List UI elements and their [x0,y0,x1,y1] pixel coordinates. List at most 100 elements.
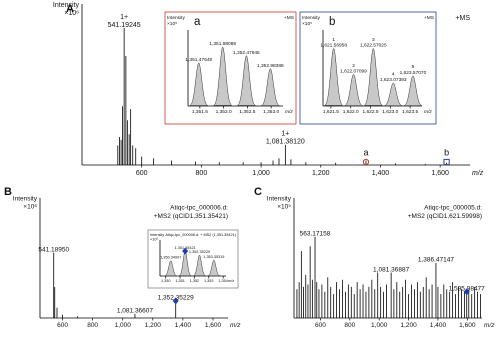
peak-label: 1,352.98388 [257,63,284,69]
x-tick-label: 1,622.5 [363,109,379,115]
x-tick-label: 1,400 [372,170,390,177]
peak-label: 1,081.38120 [266,139,305,146]
x-tick-label: 1,600 [431,170,449,177]
peak-label: 1,081.36887 [373,266,410,273]
profile-peak [260,68,281,106]
corner-text: Atiqc-tpc_000006.d: + MS2 (1,351.35421) [165,233,236,237]
x-tick-label: 1,352 [190,279,200,283]
x-tick-label: 1,600 [205,322,222,329]
peak-label: 1,623.07393 [380,77,407,83]
peak-tag: 2 [352,63,355,69]
x-axis-label: m/z [472,170,484,177]
y-axis-label: Intensity [53,2,80,9]
peak-tag: 1+ [281,131,289,138]
peak-label: 1,351.47649 [185,57,212,63]
x-axis-label: m/z [484,322,495,329]
spectrum-title: Atiqc-tpc_000005.d: [424,205,482,212]
profile-peak [164,260,177,277]
x-axis-label: m/z [285,109,293,115]
x-tick-label: 1,351 [175,279,185,283]
x-tick-label: 1,200 [400,322,417,329]
y-axis-unit: ×10⁵ [150,238,158,242]
y-axis-label: Intensity [13,196,38,203]
peak-tag: 3 [372,37,375,43]
profile-peak [344,73,363,106]
spectrum-title: Atiqc-tpc_000006.d: [170,205,228,212]
profile-peak [236,55,257,106]
profile-peak [193,254,206,277]
x-tick-label: 1,622.0 [343,109,359,115]
peak-label: 563.17158 [300,230,331,237]
marker [463,288,470,296]
y-axis-label: Intensity [302,15,320,21]
peak-tag: 1+ [120,14,128,21]
x-tick-label: 1,350 [161,279,171,283]
y-axis-unit: ×10⁶ [23,204,37,211]
spectrum-title: +MS2 (qCID1,621.59998) [408,213,482,220]
x-tick-label: 1,352.5 [239,109,255,115]
x-tick-label: 600 [57,322,68,329]
peak-label: 1,386.47147 [418,257,455,264]
peak-label: 1,350.34997 [160,256,181,260]
peak-label: 1,623.57070 [400,70,427,76]
peak-tag: 5 [412,64,415,70]
x-tick-label: 600 [136,170,148,177]
inset-letter: b [329,16,335,28]
x-tick-label: 1,200 [145,322,162,329]
x-tick-label: 600 [315,322,326,329]
x-tick-label: 1,000 [371,322,388,329]
x-axis-label: m/z [230,322,241,329]
peak-label: 1,622.57025 [360,43,387,49]
x-axis-label: m/z [228,279,234,283]
x-tick-label: 1,623.0 [382,109,398,115]
x-tick-label: 1,400 [430,322,447,329]
y-axis-label: Intensity [167,15,185,21]
inset-frame [299,11,437,125]
profile-peak [324,47,344,106]
y-axis-label: Intensity [267,196,292,203]
x-tick-label: 1,354 [218,279,228,283]
peak-label: 541.18950 [38,246,69,253]
x-tick-label: 800 [196,170,208,177]
peak-label: 1,352.47945 [233,50,260,56]
marker [172,297,179,305]
peak-label: 1,081.36607 [117,308,154,315]
marker [182,247,189,255]
peak-label: 1,622.07099 [340,69,367,75]
x-tick-label: 1,400 [175,322,192,329]
profile-peak [188,62,209,106]
y-axis-label: Intensity [150,233,164,237]
y-axis-unit: ×10⁵ [302,21,312,27]
x-tick-label: 1,600 [459,322,476,329]
profile-peak [213,46,233,106]
peak-label: 1,351.98089 [209,41,236,47]
x-tick-label: 1,000 [115,322,132,329]
inset-letter: a [194,16,201,28]
x-tick-label: 1,200 [312,170,330,177]
spectrum-title: +MS2 (qCID1,351.35421) [154,213,228,220]
marker-label: b [444,147,449,157]
y-axis-unit: ×10⁶ [64,10,79,17]
peak-label: 1,353.35319 [203,255,224,259]
profile-peak [207,259,220,277]
corner-text: +MS [424,15,434,21]
x-tick-label: 1,352.0 [216,109,232,115]
x-tick-label: 1,623.5 [402,109,418,115]
x-tick-label: 800 [87,322,98,329]
x-tick-label: 1,351.5 [192,109,208,115]
peak-label: 1,352.35229 [189,250,210,254]
corner-text: +MS [284,15,294,21]
peak-label: 541.19245 [108,22,141,29]
peak-tag: 1 [332,37,335,43]
peak-label: 1,621.56958 [320,43,347,49]
x-axis-label: m/z [424,109,432,115]
x-tick-label: 800 [344,322,355,329]
y-axis-unit: ×10⁵ [167,21,177,27]
panel-letter: C [254,186,262,198]
x-tick-label: 1,353 [204,279,214,283]
marker [362,158,370,166]
marker-label: a [363,147,368,157]
profile-peak [403,75,423,106]
profile-peak [384,82,403,106]
